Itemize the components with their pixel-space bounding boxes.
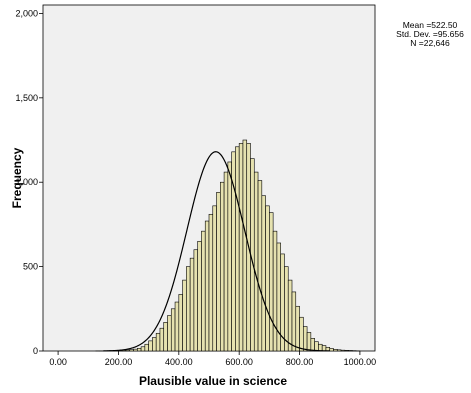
x-tick-label: 600.00 bbox=[225, 357, 253, 367]
histogram-bar bbox=[155, 332, 161, 352]
histogram-bar bbox=[223, 171, 229, 352]
histogram-bar bbox=[344, 350, 349, 352]
histogram-bar bbox=[178, 294, 183, 352]
histogram-bar bbox=[238, 143, 244, 352]
histogram-bar bbox=[182, 279, 187, 352]
histogram-bar bbox=[133, 348, 138, 352]
histogram-bar bbox=[310, 338, 315, 352]
histogram-bar bbox=[174, 301, 180, 352]
x-axis: 0.00 200.00 400.00 600.00 800.00 1000.00 bbox=[49, 351, 376, 367]
y-tick-label: 1,500 bbox=[15, 93, 38, 103]
histogram-bar bbox=[295, 305, 300, 352]
histogram-bar bbox=[197, 240, 202, 352]
histogram-bar bbox=[167, 315, 172, 352]
histogram-bar bbox=[137, 347, 142, 352]
histogram-bar bbox=[287, 279, 293, 352]
histogram-bar bbox=[333, 349, 338, 352]
histogram-bar bbox=[318, 343, 323, 352]
histogram-bar bbox=[329, 348, 334, 352]
histogram-bar bbox=[348, 350, 353, 352]
histogram-bar bbox=[314, 341, 319, 352]
histogram-bar bbox=[148, 340, 153, 352]
histogram-bar bbox=[193, 249, 198, 352]
y-tick-label: 1,000 bbox=[15, 177, 38, 187]
histogram-bar bbox=[265, 205, 270, 352]
x-tick-label: 0.00 bbox=[49, 357, 67, 367]
histogram-bar bbox=[220, 181, 225, 352]
histogram-bar bbox=[299, 316, 304, 352]
histogram-bar bbox=[204, 220, 210, 352]
histogram-bar bbox=[291, 291, 297, 352]
stats-box: Mean =522.50 Std. Dev. =95.656 N =22,646 bbox=[396, 20, 464, 48]
histogram-bar bbox=[336, 349, 342, 352]
histogram-bar bbox=[208, 213, 214, 352]
histogram-bar bbox=[125, 349, 131, 352]
stats-n: N =22,646 bbox=[410, 38, 450, 48]
histogram-bar bbox=[284, 266, 289, 352]
histogram-bar bbox=[159, 327, 165, 352]
histogram-bar bbox=[212, 205, 217, 352]
histogram-bar bbox=[269, 212, 274, 352]
histogram-bar bbox=[201, 230, 206, 352]
histogram-bar bbox=[261, 195, 266, 352]
y-tick-label: 2,000 bbox=[15, 8, 38, 18]
stats-std-dev: Std. Dev. =95.656 bbox=[396, 29, 464, 39]
histogram-bar bbox=[306, 332, 312, 352]
normal-curve bbox=[103, 151, 330, 352]
histogram-bar bbox=[216, 192, 221, 352]
histogram-bar bbox=[272, 230, 278, 352]
histogram-bar bbox=[144, 343, 149, 352]
histogram-bar bbox=[340, 349, 346, 352]
histogram-bar bbox=[140, 346, 146, 352]
y-tick-label: 500 bbox=[23, 262, 38, 272]
histogram-bar bbox=[129, 349, 134, 352]
histogram-bar bbox=[242, 139, 248, 352]
stats-mean: Mean =522.50 bbox=[403, 20, 458, 30]
histogram-bar bbox=[189, 257, 195, 352]
histogram-bar bbox=[152, 337, 157, 352]
histogram-bar bbox=[303, 326, 308, 352]
histogram-bar bbox=[227, 161, 232, 352]
x-tick-label: 1000.00 bbox=[344, 357, 377, 367]
y-axis: 0 500 1,000 1,500 2,000 bbox=[15, 8, 43, 356]
y-axis-title: Frequency bbox=[10, 147, 24, 208]
y-tick-label: 0 bbox=[33, 346, 38, 356]
histogram-bar bbox=[257, 180, 263, 352]
histogram-bar bbox=[163, 322, 168, 352]
histogram-bar bbox=[170, 308, 176, 352]
histogram-bar bbox=[235, 146, 240, 352]
histogram-bar bbox=[186, 266, 191, 352]
x-tick-label: 200.00 bbox=[105, 357, 133, 367]
x-tick-label: 400.00 bbox=[165, 357, 193, 367]
x-tick-label: 800.00 bbox=[286, 357, 314, 367]
x-axis-title: Plausible value in science bbox=[139, 374, 287, 388]
histogram-bar bbox=[253, 171, 259, 352]
